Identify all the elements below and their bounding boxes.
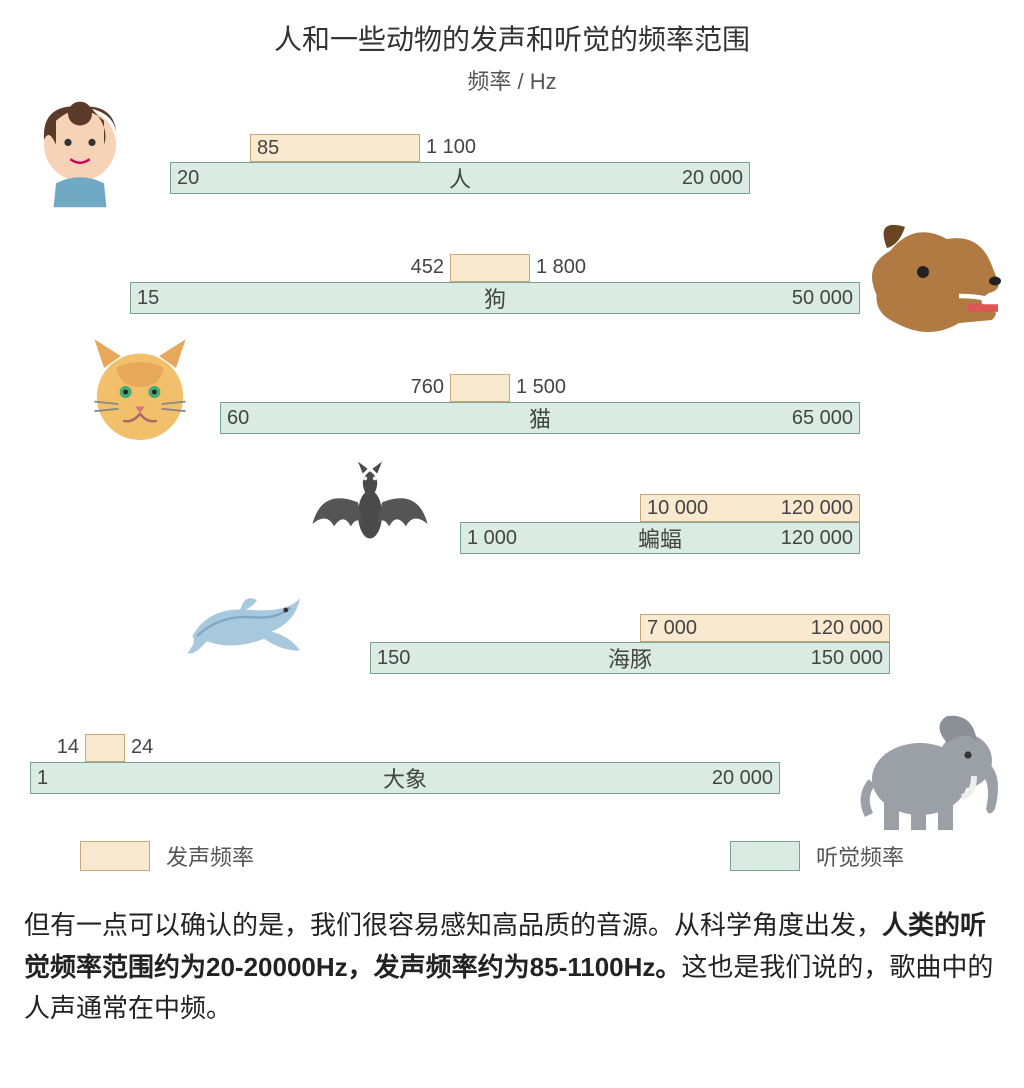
human-voice-bar: 85: [250, 134, 420, 162]
dog-hear-bar: 15狗50 000: [130, 282, 860, 314]
elephant-hear-lo: 1: [37, 767, 48, 790]
bat-voice-lo: 10 000: [647, 497, 708, 520]
legend-swatch-voice: [80, 841, 150, 871]
row-human: 85 1 100 20人20 000: [0, 112, 1024, 222]
dolphin-voice-lo: 7 000: [647, 617, 697, 640]
cat-voice-hi: 1 500: [510, 376, 566, 399]
dog-hear-hi: 50 000: [792, 287, 853, 310]
bat-voice-bar: 10 000 120 000: [640, 494, 860, 522]
dog-voice-hi: 1 800: [530, 256, 586, 279]
dog-icon: [854, 212, 1004, 362]
cat-hear-hi: 65 000: [792, 407, 853, 430]
row-elephant: 14 24 1大象20 000: [0, 712, 1024, 822]
human-voice-lo: 85: [257, 137, 279, 160]
row-dolphin: 7 000 120 000150海豚150 000: [0, 592, 1024, 702]
dog-voice-bar: [450, 254, 530, 282]
elephant-name-label: 大象: [31, 762, 779, 794]
dolphin-voice-hi: 120 000: [811, 617, 883, 640]
cat-hear-bar: 60猫65 000: [220, 402, 860, 434]
dog-voice-lo: 452: [411, 256, 450, 279]
elephant-hear-bar: 1大象20 000: [30, 762, 780, 794]
bat-hear-lo: 1 000: [467, 527, 517, 550]
chart-area: 851 10020人20 000 4521 80015狗50 000 7601 …: [0, 106, 1024, 886]
human-icon: [20, 92, 140, 212]
dolphin-icon: [140, 562, 350, 682]
chart-title: 人和一些动物的发声和听觉的频率范围: [0, 0, 1024, 58]
dolphin-hear-bar: 150海豚150 000: [370, 642, 890, 674]
dog-hear-lo: 15: [137, 287, 159, 310]
elephant-voice-hi: 24: [125, 736, 153, 759]
bat-hear-bar: 1 000蝙蝠120 000: [460, 522, 860, 554]
human-hear-bar: 20人20 000: [170, 162, 750, 194]
caption-paragraph: 但有一点可以确认的是，我们很容易感知高品质的音源。从科学角度出发，人类的听觉频率…: [24, 905, 1000, 1030]
cat-icon: [80, 332, 200, 452]
row-dog: 452 1 800 15狗50 000: [0, 232, 1024, 342]
human-hear-hi: 20 000: [682, 167, 743, 190]
human-name-label: 人: [171, 162, 749, 194]
cat-voice-bar: [450, 374, 510, 402]
human-hear-lo: 20: [177, 167, 199, 190]
elephant-icon: [854, 692, 1004, 842]
human-voice-hi: 1 100: [420, 136, 476, 159]
legend-swatch-hear: [730, 841, 800, 871]
elephant-hear-hi: 20 000: [712, 767, 773, 790]
elephant-voice-bar: [85, 734, 125, 762]
row-cat: 760 1 500 60猫65 000: [0, 352, 1024, 462]
dog-name-label: 狗: [131, 282, 859, 314]
bat-icon: [300, 452, 440, 572]
bat-hear-hi: 120 000: [781, 527, 853, 550]
dolphin-voice-bar: 7 000 120 000: [640, 614, 890, 642]
legend-label-voice: 发声频率: [166, 840, 254, 872]
chart-legend: 发声频率 听觉频率: [0, 840, 1024, 872]
caption-text-1: 但有一点可以确认的是，我们很容易感知高品质的音源。从科学角度出发，: [24, 910, 882, 940]
cat-hear-lo: 60: [227, 407, 249, 430]
chart-subtitle: 频率 / Hz: [0, 64, 1024, 96]
bat-voice-hi: 120 000: [781, 497, 853, 520]
legend-label-hear: 听觉频率: [816, 840, 904, 872]
elephant-voice-lo: 14: [57, 736, 85, 759]
cat-name-label: 猫: [221, 402, 859, 434]
dolphin-hear-lo: 150: [377, 647, 410, 670]
dolphin-hear-hi: 150 000: [811, 647, 883, 670]
cat-voice-lo: 760: [411, 376, 450, 399]
